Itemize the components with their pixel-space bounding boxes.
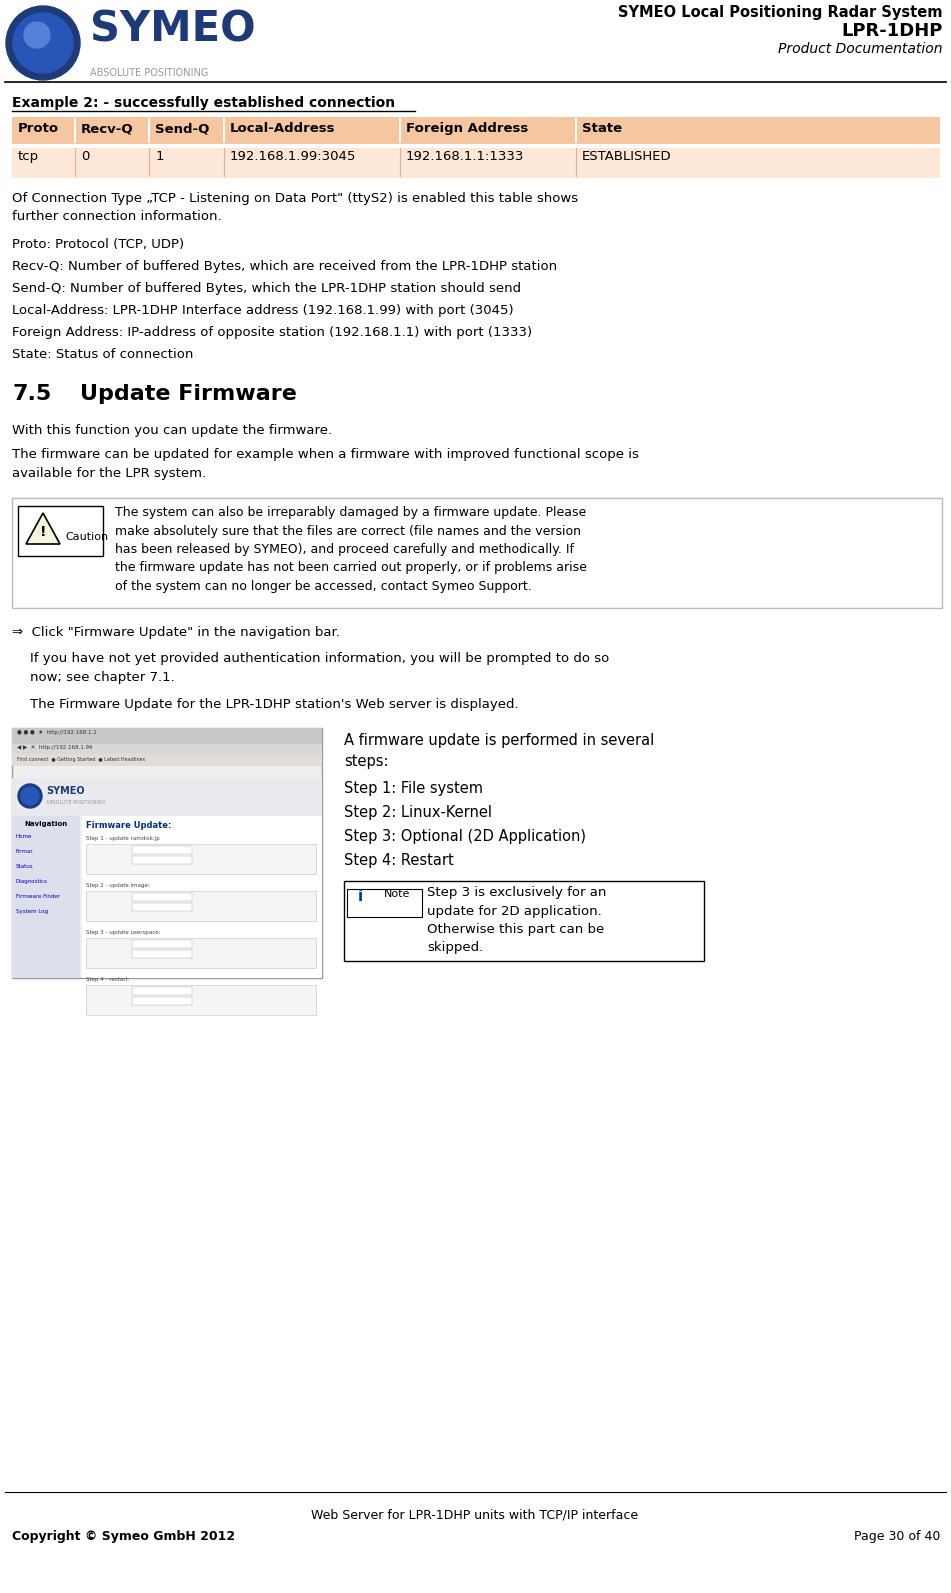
Text: ABSOLUTE POSITIONING: ABSOLUTE POSITIONING — [46, 800, 106, 804]
Text: Step 4: Restart: Step 4: Restart — [344, 852, 454, 868]
Text: Caution: Caution — [65, 532, 108, 542]
Text: 192.168.1.99:3045: 192.168.1.99:3045 — [229, 150, 356, 162]
Text: Web Server for LPR-1DHP units with TCP/IP interface: Web Server for LPR-1DHP units with TCP/I… — [311, 1509, 638, 1521]
Circle shape — [13, 13, 73, 73]
Text: The system can also be irreparably damaged by a firmware update. Please
make abs: The system can also be irreparably damag… — [115, 507, 587, 593]
Text: ⇒  Click "Firmware Update" in the navigation bar.: ⇒ Click "Firmware Update" in the navigat… — [12, 626, 340, 639]
Text: Home: Home — [16, 835, 32, 840]
Text: The firmware can be updated for example when a firmware with improved functional: The firmware can be updated for example … — [12, 448, 639, 479]
Text: Product Documentation: Product Documentation — [779, 41, 943, 56]
FancyBboxPatch shape — [12, 777, 322, 816]
Text: ESTABLISHED: ESTABLISHED — [582, 150, 671, 162]
Text: State: State — [582, 123, 622, 135]
Text: ABSOLUTE POSITIONING: ABSOLUTE POSITIONING — [90, 68, 208, 78]
FancyBboxPatch shape — [82, 816, 322, 978]
Text: ● ● ●  ★  http://192.168.1.1: ● ● ● ★ http://192.168.1.1 — [17, 730, 97, 736]
Text: Send-Q: Number of buffered Bytes, which the LPR-1DHP station should send: Send-Q: Number of buffered Bytes, which … — [12, 282, 521, 295]
FancyBboxPatch shape — [86, 984, 316, 1015]
Text: Status: Status — [16, 863, 33, 870]
Text: Foreign Address: IP-address of opposite station (192.168.1.1) with port (1333): Foreign Address: IP-address of opposite … — [12, 327, 533, 339]
Text: Local-Address: LPR-1DHP Interface address (192.168.1.99) with port (3045): Local-Address: LPR-1DHP Interface addres… — [12, 304, 514, 317]
Text: !: ! — [40, 526, 47, 538]
Text: Step 3: Optional (2D Application): Step 3: Optional (2D Application) — [344, 828, 586, 844]
Circle shape — [18, 784, 42, 808]
FancyBboxPatch shape — [344, 881, 704, 961]
Text: Copyright © Symeo GmbH 2012: Copyright © Symeo GmbH 2012 — [12, 1529, 235, 1544]
Text: SYMEO Local Positioning Radar System: SYMEO Local Positioning Radar System — [618, 5, 943, 21]
Text: Proto: Proto — [18, 123, 59, 135]
Text: Step 3 is exclusively for an
update for 2D application.
Otherwise this part can : Step 3 is exclusively for an update for … — [427, 886, 607, 954]
Text: Example 2: - successfully established connection: Example 2: - successfully established co… — [12, 96, 395, 110]
FancyBboxPatch shape — [132, 855, 192, 863]
Text: Step 2 - update image:: Step 2 - update image: — [86, 883, 149, 887]
Text: Of Connection Type „TCP - Listening on Data Port" (ttyS2) is enabled this table : Of Connection Type „TCP - Listening on D… — [12, 193, 578, 223]
Text: Note: Note — [384, 889, 411, 898]
Text: Step 1 - update ramdisk:jp: Step 1 - update ramdisk:jp — [86, 836, 160, 841]
Text: Recv-Q: Recv-Q — [81, 123, 134, 135]
FancyBboxPatch shape — [86, 890, 316, 921]
Text: 7.5: 7.5 — [12, 384, 51, 405]
FancyBboxPatch shape — [132, 997, 192, 1005]
FancyBboxPatch shape — [12, 816, 80, 978]
FancyBboxPatch shape — [86, 844, 316, 875]
Text: Step 3 - update userspace:: Step 3 - update userspace: — [86, 930, 161, 935]
FancyBboxPatch shape — [132, 988, 192, 996]
Text: SYMEO: SYMEO — [90, 8, 256, 49]
Text: Step 2: Linux-Kernel: Step 2: Linux-Kernel — [344, 804, 492, 820]
FancyBboxPatch shape — [12, 753, 322, 766]
Text: 1: 1 — [155, 150, 164, 162]
Text: System Log: System Log — [16, 910, 49, 914]
Text: Step 4 - restart:: Step 4 - restart: — [86, 977, 129, 981]
Circle shape — [6, 6, 80, 80]
Text: Diagnostics: Diagnostics — [16, 879, 48, 884]
Text: The Firmware Update for the LPR-1DHP station's Web server is displayed.: The Firmware Update for the LPR-1DHP sta… — [30, 698, 518, 710]
Text: First connect  ● Getting Started  ● Latest Headlines: First connect ● Getting Started ● Latest… — [17, 757, 146, 761]
Text: 0: 0 — [81, 150, 89, 162]
Text: Local-Address: Local-Address — [229, 123, 335, 135]
FancyBboxPatch shape — [132, 894, 192, 902]
FancyBboxPatch shape — [132, 940, 192, 948]
Text: Navigation: Navigation — [25, 820, 68, 827]
FancyBboxPatch shape — [12, 148, 940, 178]
FancyBboxPatch shape — [12, 116, 940, 143]
Text: A firmware update is performed in several
steps:: A firmware update is performed in severa… — [344, 733, 654, 769]
FancyBboxPatch shape — [12, 744, 322, 753]
Text: If you have not yet provided authentication information, you will be prompted to: If you have not yet provided authenticat… — [30, 652, 610, 683]
Text: Send-Q: Send-Q — [155, 123, 210, 135]
Text: Update Firmware: Update Firmware — [80, 384, 297, 405]
Text: tcp: tcp — [18, 150, 39, 162]
FancyBboxPatch shape — [132, 846, 192, 854]
FancyBboxPatch shape — [12, 728, 322, 744]
Text: Firmware Update:: Firmware Update: — [86, 820, 171, 830]
Text: Foreign Address: Foreign Address — [406, 123, 528, 135]
Text: ◀ ▶  ✕  http://192.168.1.99: ◀ ▶ ✕ http://192.168.1.99 — [17, 746, 92, 750]
Text: i: i — [358, 889, 362, 903]
FancyBboxPatch shape — [347, 889, 422, 918]
Text: Firmar: Firmar — [16, 849, 33, 854]
FancyBboxPatch shape — [12, 499, 942, 609]
Text: LPR-1DHP: LPR-1DHP — [842, 22, 943, 40]
Circle shape — [24, 22, 50, 48]
Text: 192.168.1.1:1333: 192.168.1.1:1333 — [406, 150, 524, 162]
FancyBboxPatch shape — [86, 938, 316, 969]
Text: Firmware Finder: Firmware Finder — [16, 894, 60, 898]
Text: SYMEO: SYMEO — [46, 785, 85, 796]
FancyBboxPatch shape — [132, 949, 192, 957]
FancyBboxPatch shape — [18, 507, 103, 556]
Circle shape — [21, 787, 39, 804]
Text: With this function you can update the firmware.: With this function you can update the fi… — [12, 424, 332, 436]
Text: Proto: Protocol (TCP, UDP): Proto: Protocol (TCP, UDP) — [12, 237, 184, 252]
Text: State: Status of connection: State: Status of connection — [12, 347, 193, 362]
Text: Page 30 of 40: Page 30 of 40 — [854, 1529, 940, 1544]
FancyBboxPatch shape — [132, 903, 192, 911]
Text: Step 1: File system: Step 1: File system — [344, 781, 483, 796]
Polygon shape — [26, 513, 60, 543]
FancyBboxPatch shape — [12, 728, 322, 978]
Text: Recv-Q: Number of buffered Bytes, which are received from the LPR-1DHP station: Recv-Q: Number of buffered Bytes, which … — [12, 260, 557, 272]
